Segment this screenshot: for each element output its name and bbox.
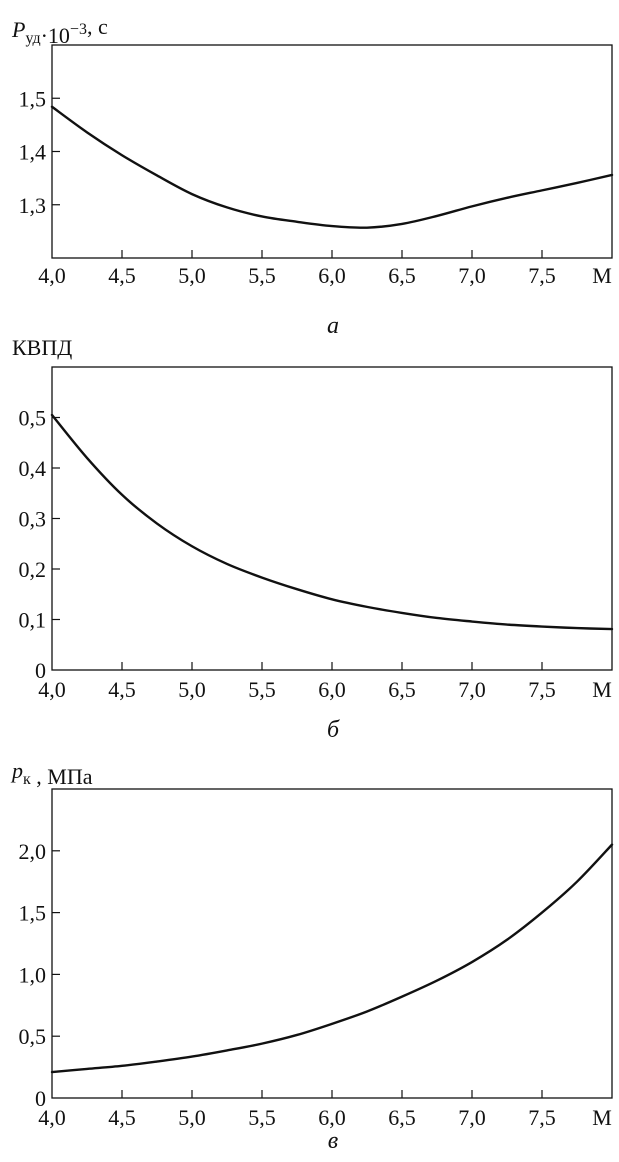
x-tick-label: 4,5 — [108, 677, 136, 702]
y-tick-label: 1,5 — [19, 901, 47, 926]
y-tick-label: 0,2 — [19, 557, 47, 582]
x-tick-label: 7,0 — [458, 1105, 486, 1130]
subfigure-label: в — [328, 1128, 338, 1154]
x-tick-label: 6,5 — [388, 677, 416, 702]
x-tick-label: 6,0 — [318, 677, 346, 702]
series-line-1 — [50, 843, 614, 1074]
x-axis-title: М — [592, 263, 612, 288]
x-tick-label: 6,0 — [318, 263, 346, 288]
y-tick-label: 1,3 — [19, 193, 47, 218]
y-tick-label: 0,5 — [19, 406, 47, 431]
y-tick-label: 1,5 — [19, 86, 47, 111]
y-axis-title: Pуд·10−3, с — [11, 14, 108, 48]
y-axis-title: pк , МПа — [10, 758, 93, 789]
subfigure-label: а — [327, 313, 339, 339]
subfigure-label: б — [327, 717, 340, 743]
x-tick-label: 4,0 — [38, 263, 66, 288]
chart-panel-2: КВПД 0 0,1 0,2 0,3 0,4 0,5 4,0 4,5 5,0 5,5 6,0 6,5 7,… — [12, 335, 614, 743]
x-axis-title: М — [592, 677, 612, 702]
y-tick-label: 2,0 — [19, 839, 47, 864]
x-tick-label: 4,0 — [38, 677, 66, 702]
x-tick-label: 7,0 — [458, 677, 486, 702]
x-tick-label: 6,5 — [388, 263, 416, 288]
y-tick-label: 0,5 — [19, 1024, 47, 1049]
x-tick-label: 5,5 — [248, 263, 276, 288]
x-tick-label: 4,5 — [108, 263, 136, 288]
x-tick-label: 6,0 — [318, 1105, 346, 1130]
chart-panel-3: pк , МПа 0 0,5 1,0 1,5 2,0 4,0 4,5 5,0 5,5 6,0 6,5 7… — [10, 758, 614, 1154]
y-tick-label: 1,0 — [19, 962, 47, 987]
chart-panel-1: Pуд·10−3, с 1,3 1,4 1,5 4,0 4,5 5,0 5,5 6,0 6,5 7,… — [11, 14, 614, 339]
x-tick-label: 5,0 — [178, 677, 206, 702]
x-tick-label: 5,0 — [178, 1105, 206, 1130]
plot-frame — [51, 788, 613, 1099]
x-tick-label: 5,5 — [248, 1105, 276, 1130]
x-tick-label: 7,0 — [458, 263, 486, 288]
x-tick-label: 7,5 — [528, 677, 556, 702]
plot-frame — [51, 366, 613, 671]
x-tick-label: 6,5 — [388, 1105, 416, 1130]
y-axis-title: КВПД — [12, 335, 72, 360]
series-line-1 — [50, 105, 614, 229]
x-tick-label: 7,5 — [528, 263, 556, 288]
x-tick-label: 4,0 — [38, 1105, 66, 1130]
y-tick-label: 0 — [35, 1086, 46, 1111]
y-tick-label: 0 — [35, 658, 46, 683]
x-tick-label: 7,5 — [528, 1105, 556, 1130]
y-tick-label: 0,3 — [19, 507, 47, 532]
y-tick-label: 0,4 — [19, 456, 47, 481]
y-tick-label: 1,4 — [19, 140, 47, 165]
x-tick-label: 5,5 — [248, 677, 276, 702]
x-axis-title: М — [592, 1105, 612, 1130]
y-tick-label: 0,1 — [19, 608, 47, 633]
x-tick-label: 5,0 — [178, 263, 206, 288]
series-line-1 — [50, 413, 614, 631]
x-tick-label: 4,5 — [108, 1105, 136, 1130]
